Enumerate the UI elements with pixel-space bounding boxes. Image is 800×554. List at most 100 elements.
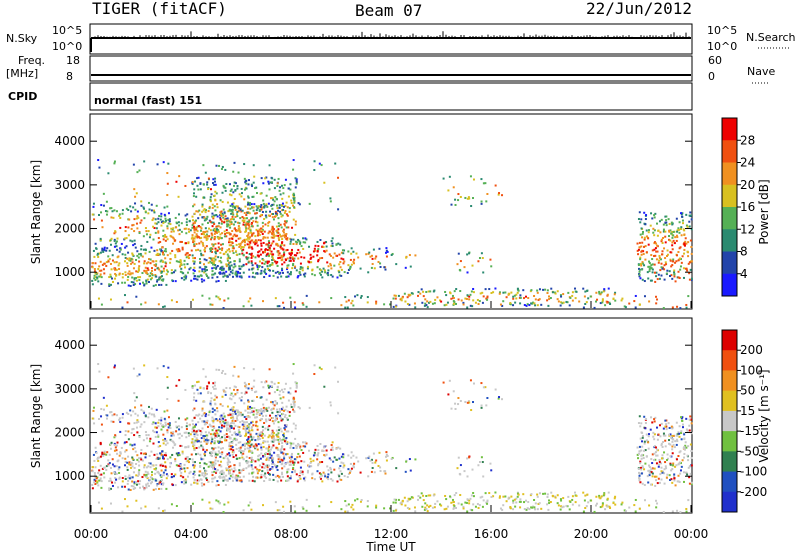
power-cell bbox=[220, 269, 223, 272]
power-cell bbox=[646, 271, 649, 274]
velocity-cell bbox=[290, 452, 293, 455]
power-cell bbox=[109, 283, 112, 286]
velocity-cell bbox=[420, 492, 423, 495]
power-cell bbox=[448, 175, 451, 178]
velocity-cell bbox=[199, 392, 202, 395]
power-cell bbox=[279, 193, 282, 196]
velocity-cell bbox=[235, 417, 238, 420]
velocity-cell bbox=[135, 421, 138, 424]
velocity-cell bbox=[671, 434, 674, 437]
power-cell bbox=[322, 245, 325, 248]
power-cell bbox=[132, 223, 135, 226]
velocity-cell bbox=[212, 467, 215, 470]
velocity-cell bbox=[303, 460, 306, 463]
power-cell bbox=[191, 181, 194, 184]
power-cell bbox=[678, 257, 681, 260]
velocity-cell bbox=[277, 438, 280, 441]
power-cell bbox=[289, 259, 292, 262]
power-cell bbox=[670, 232, 673, 235]
power-cell bbox=[154, 274, 157, 277]
velocity-cell bbox=[178, 437, 181, 440]
power-cell bbox=[261, 266, 264, 269]
power-cell bbox=[208, 219, 211, 222]
velocity-cell bbox=[562, 497, 565, 500]
power-cell bbox=[205, 233, 208, 236]
power-cell bbox=[247, 207, 250, 210]
power-cell bbox=[141, 272, 144, 275]
power-cell bbox=[623, 305, 626, 308]
power-cell bbox=[287, 226, 290, 229]
velocity-cell bbox=[157, 421, 160, 424]
power-cell bbox=[213, 266, 216, 269]
power-cell bbox=[98, 269, 101, 272]
y-tick-label: 4000 bbox=[54, 134, 85, 148]
velocity-cell bbox=[219, 418, 222, 421]
power-cell bbox=[220, 261, 223, 264]
power-cell bbox=[190, 237, 193, 240]
power-cell bbox=[677, 270, 680, 273]
power-cell bbox=[271, 262, 274, 265]
velocity-cell bbox=[250, 464, 253, 467]
power-cell bbox=[247, 196, 250, 199]
power-cell bbox=[222, 271, 225, 274]
power-cell bbox=[211, 273, 214, 276]
velocity-cell bbox=[146, 482, 149, 485]
power-cell bbox=[184, 253, 187, 256]
power-cell bbox=[218, 222, 221, 225]
power-cell bbox=[599, 293, 602, 296]
power-cell bbox=[228, 265, 231, 268]
velocity-cell bbox=[482, 499, 485, 502]
power-cell bbox=[660, 266, 663, 269]
velocity-cell bbox=[199, 465, 202, 468]
velocity-cell bbox=[275, 466, 278, 469]
power-cell bbox=[313, 274, 316, 277]
velocity-cell bbox=[316, 444, 319, 447]
power-cell bbox=[205, 274, 208, 277]
power-cell bbox=[96, 277, 99, 280]
power-cell bbox=[247, 261, 250, 264]
velocity-cell bbox=[287, 479, 290, 482]
power-cell bbox=[195, 243, 198, 246]
velocity-cell bbox=[248, 440, 251, 443]
velocity-cell bbox=[658, 458, 661, 461]
power-cell bbox=[330, 244, 333, 247]
power-cell bbox=[151, 267, 154, 270]
velocity-cell bbox=[225, 467, 228, 470]
power-cell bbox=[480, 252, 483, 255]
power-cell bbox=[263, 270, 266, 273]
power-cell bbox=[648, 300, 651, 303]
velocity-cell bbox=[230, 468, 233, 471]
velocity-cell bbox=[270, 385, 273, 388]
velocity-cell bbox=[644, 422, 647, 425]
power-cell bbox=[614, 299, 617, 302]
power-cell bbox=[466, 306, 469, 309]
power-cell bbox=[209, 198, 212, 201]
power-cell bbox=[242, 223, 245, 226]
velocity-cell bbox=[108, 480, 111, 483]
velocity-cell bbox=[249, 444, 252, 447]
power-cell bbox=[93, 255, 96, 258]
velocity-cell bbox=[166, 458, 169, 461]
velocity-cell bbox=[279, 414, 282, 417]
power-cell bbox=[119, 216, 122, 219]
power-cell bbox=[127, 208, 130, 211]
power-cell bbox=[271, 242, 274, 245]
power-cell bbox=[551, 291, 554, 294]
power-cell bbox=[353, 258, 356, 261]
velocity-cell bbox=[187, 446, 190, 449]
power-cell bbox=[277, 217, 280, 220]
velocity-cell bbox=[259, 434, 262, 437]
velocity-cell bbox=[267, 450, 270, 453]
velocity-cell bbox=[238, 411, 241, 414]
power-cell bbox=[292, 262, 295, 265]
power-cell bbox=[158, 215, 161, 218]
power-cell bbox=[150, 203, 153, 206]
power-cell bbox=[128, 218, 131, 221]
velocity-cell bbox=[228, 477, 231, 480]
power-cell bbox=[484, 182, 487, 185]
power-cell bbox=[272, 253, 275, 256]
power-cell bbox=[675, 234, 678, 237]
power-cell bbox=[105, 200, 108, 203]
power-cell bbox=[637, 253, 640, 256]
power-cell bbox=[238, 265, 241, 268]
